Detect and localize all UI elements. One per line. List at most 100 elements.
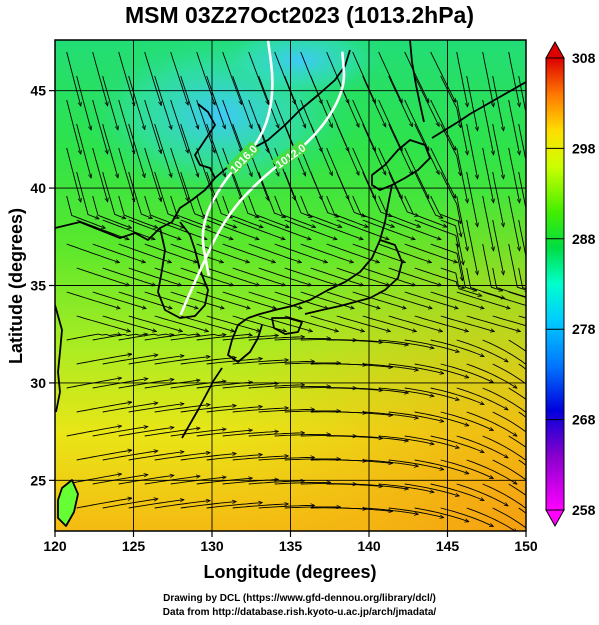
- streamline: [508, 435, 526, 448]
- streamline: [414, 411, 469, 426]
- streamline: [66, 147, 81, 202]
- streamline: [92, 51, 108, 106]
- streamline: [492, 123, 504, 179]
- streamline: [362, 315, 417, 332]
- streamline: [508, 483, 526, 496]
- streamline: [102, 171, 126, 219]
- streamline: [102, 315, 157, 332]
- streamline: [76, 315, 131, 332]
- streamline: [102, 75, 118, 130]
- streamline: [362, 267, 416, 286]
- streamline: [508, 99, 520, 155]
- streamline: [274, 195, 316, 227]
- streamline: [232, 75, 252, 129]
- streamline: [102, 403, 158, 413]
- streamline: [352, 51, 376, 103]
- streamline: [310, 123, 333, 176]
- streamline: [248, 99, 269, 152]
- streamline: [222, 195, 263, 228]
- streamline: [66, 291, 121, 309]
- streamline: [404, 195, 447, 227]
- streamline: [456, 147, 468, 203]
- streamline: [378, 243, 432, 263]
- x-tick-label: 140: [357, 538, 381, 554]
- streamline: [154, 267, 208, 286]
- streamline: [232, 456, 289, 461]
- streamline: [76, 354, 132, 365]
- streamline: [440, 219, 464, 265]
- streamline: [118, 147, 135, 202]
- streamline: [258, 75, 279, 128]
- streamline: [92, 475, 148, 485]
- streamline: [222, 431, 279, 437]
- streamline: [404, 387, 460, 400]
- streamline: [456, 99, 468, 155]
- streamline: [482, 147, 494, 203]
- streamline: [170, 334, 226, 341]
- streamline: [326, 435, 383, 439]
- streamline: [128, 171, 153, 219]
- streamline: [404, 339, 460, 352]
- streamline: [118, 51, 135, 106]
- streamline: [170, 51, 189, 105]
- streamline: [284, 267, 338, 286]
- y-tick-label: 25: [30, 472, 46, 488]
- streamline: [466, 459, 517, 484]
- colorbar-gradient: [545, 57, 565, 511]
- streamline: [310, 315, 365, 332]
- streamline: [378, 339, 434, 348]
- x-tick-label: 120: [43, 538, 67, 554]
- streamline: [336, 507, 393, 511]
- streamline: [170, 291, 225, 309]
- streamline: [362, 75, 387, 127]
- streamline: [128, 267, 182, 286]
- streamline: [118, 379, 174, 389]
- streamline: [128, 315, 183, 332]
- streamline: [284, 459, 341, 460]
- streamline: [118, 195, 158, 228]
- streamline: [440, 507, 494, 527]
- colorbar: 258 268 278 288 298 308: [545, 40, 596, 528]
- streamline: [440, 267, 482, 296]
- streamline: [128, 75, 145, 130]
- streamline: [492, 171, 504, 227]
- streamline: [404, 483, 460, 496]
- streamline: [336, 171, 366, 217]
- streamline: [284, 363, 341, 364]
- streamline: [196, 195, 237, 228]
- streamline: [232, 504, 289, 509]
- colorbar-tick-label: 298: [572, 140, 596, 156]
- streamline: [518, 123, 526, 164]
- streamline: [414, 363, 469, 378]
- streamline: [430, 195, 462, 237]
- chart-title: MSM 03Z27Oct2023 (1013.2hPa): [124, 2, 474, 28]
- streamline: [456, 195, 468, 251]
- streamline: [430, 51, 457, 102]
- streamline: [102, 267, 156, 286]
- streamline: [180, 75, 199, 129]
- streamline: [352, 195, 395, 227]
- streamline: [180, 123, 199, 177]
- streamline: [378, 291, 433, 309]
- streamline: [128, 219, 181, 240]
- streamline: [430, 483, 484, 502]
- streamline: [518, 267, 526, 290]
- streamline: [196, 335, 253, 341]
- streamline: [180, 358, 237, 365]
- streamline: [66, 195, 106, 228]
- y-tick-label: 30: [30, 375, 46, 391]
- colorbar-tick-label: 258: [572, 502, 596, 518]
- streamline: [414, 315, 469, 332]
- x-axis-ticks: 120 125 130 135 140 145 150: [43, 531, 538, 554]
- streamline: [206, 455, 263, 461]
- streamline: [440, 171, 461, 224]
- streamline: [144, 380, 200, 389]
- streamline: [154, 219, 207, 240]
- streamline: [440, 459, 494, 479]
- streamline: [128, 404, 184, 413]
- streamline: [222, 51, 242, 105]
- streamline: [378, 435, 434, 444]
- streamline: [456, 435, 508, 458]
- streamline: [258, 409, 315, 413]
- streamline: [144, 334, 200, 341]
